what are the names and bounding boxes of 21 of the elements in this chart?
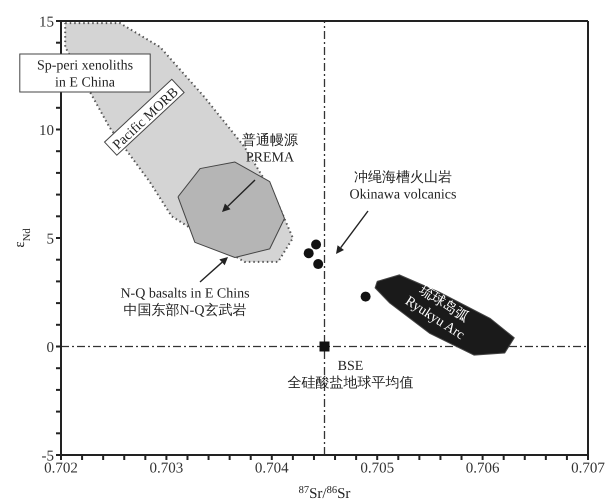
x-tick-label: 0.703 [150, 460, 184, 477]
x-axis-title: $^{87}$Sr/$^{86}$Sr [298, 484, 350, 502]
annotation: N-Q basalts in E Chins 中国东部N-Q玄武岩 [120, 286, 250, 318]
point [320, 342, 330, 352]
x-tick-label: 0.707 [571, 460, 606, 477]
point [304, 248, 314, 258]
y-tick-label: 0 [46, 340, 54, 356]
point [360, 292, 371, 302]
annotation: 冲绳海槽火山岩 Okinawa volcanics [350, 170, 456, 202]
y-tick-label: 15 [39, 14, 54, 30]
x-tick-label: 0.706 [466, 460, 500, 477]
annotation: 普通幔源 PREMA [242, 132, 298, 166]
annotation: BSE 全硅酸盐地球平均值 [288, 359, 414, 391]
x-tick-label: 0.705 [360, 460, 394, 477]
point [311, 240, 322, 250]
y-tick-label: 5 [46, 231, 54, 248]
point [313, 259, 324, 270]
x-tick-label: 0.704 [254, 460, 290, 477]
annotation: Sp-peri xenoliths in E China [36, 58, 134, 90]
x-tick-label: 0.702 [44, 460, 78, 477]
y-tick-label: 10 [39, 122, 54, 139]
